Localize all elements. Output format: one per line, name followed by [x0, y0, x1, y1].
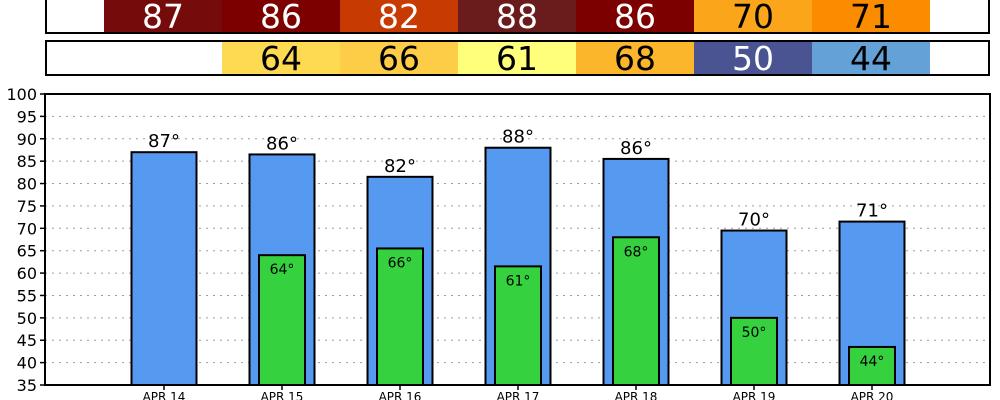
y-tick-label: 70 — [17, 219, 37, 238]
y-tick-label: 45 — [17, 331, 37, 350]
high-bar — [130, 151, 198, 386]
plot-frame — [44, 93, 991, 386]
low-bar — [258, 254, 306, 386]
low-data-label: 64° — [270, 262, 295, 278]
low-temperature-strip: 64 66 61 68 50 44 — [45, 40, 990, 76]
low-temp-cell: 66 — [340, 42, 458, 74]
y-tick-label: 50 — [17, 309, 37, 328]
y-tick-label: 60 — [17, 264, 37, 283]
low-bar — [612, 236, 660, 386]
high-temp-cell: 86 — [576, 0, 694, 32]
low-temp-cell: 44 — [812, 42, 930, 74]
low-bar — [376, 247, 424, 386]
y-tick-label: 90 — [17, 130, 37, 149]
high-temperature-strip: 87 86 82 88 86 70 71 — [45, 0, 990, 34]
low-temp-cell: 50 — [694, 42, 812, 74]
high-data-label: 86° — [266, 133, 298, 154]
low-data-label: 50° — [742, 325, 767, 341]
x-tick-label: APR 14 — [143, 390, 186, 400]
y-tick-label: 100 — [6, 85, 37, 104]
low-temp-cell: 64 — [222, 42, 340, 74]
y-tick-label: 40 — [17, 354, 37, 373]
high-temp-cell: 87 — [104, 0, 222, 32]
y-tick-label: 65 — [17, 242, 37, 261]
low-data-label: 44° — [860, 354, 885, 370]
low-bar — [848, 345, 896, 387]
y-tick-label: 55 — [17, 286, 37, 305]
x-tick-label: APR 19 — [733, 390, 776, 400]
y-tick-label: 95 — [17, 107, 37, 126]
high-temp-cell: 82 — [340, 0, 458, 32]
y-tick-label: 75 — [17, 197, 37, 216]
x-tick-label: APR 18 — [615, 390, 658, 400]
high-temp-cell: 70 — [694, 0, 812, 32]
x-tick-label: APR 15 — [261, 390, 304, 400]
high-temp-cell: 86 — [222, 0, 340, 32]
low-data-label: 61° — [506, 273, 531, 289]
y-tick-label: 80 — [17, 175, 37, 194]
low-data-label: 66° — [388, 255, 413, 271]
high-data-label: 71° — [856, 201, 888, 222]
x-tick-label: APR 17 — [497, 390, 540, 400]
high-data-label: 70° — [738, 210, 770, 231]
high-data-label: 86° — [620, 138, 652, 159]
x-tick-label: APR 16 — [379, 390, 422, 400]
high-data-label: 88° — [502, 127, 534, 148]
high-temp-cell: 88 — [458, 0, 576, 32]
y-tick-label: 85 — [17, 152, 37, 171]
low-data-label: 68° — [624, 244, 649, 260]
high-data-label: 82° — [384, 156, 416, 177]
y-tick-label: 35 — [17, 376, 37, 395]
high-temp-cell: 71 — [812, 0, 930, 32]
x-tick-label: APR 20 — [851, 390, 894, 400]
low-bar — [494, 265, 542, 386]
high-data-label: 87° — [148, 131, 180, 152]
low-temp-cell: 68 — [576, 42, 694, 74]
low-temp-cell — [104, 42, 222, 74]
low-temp-cell: 61 — [458, 42, 576, 74]
